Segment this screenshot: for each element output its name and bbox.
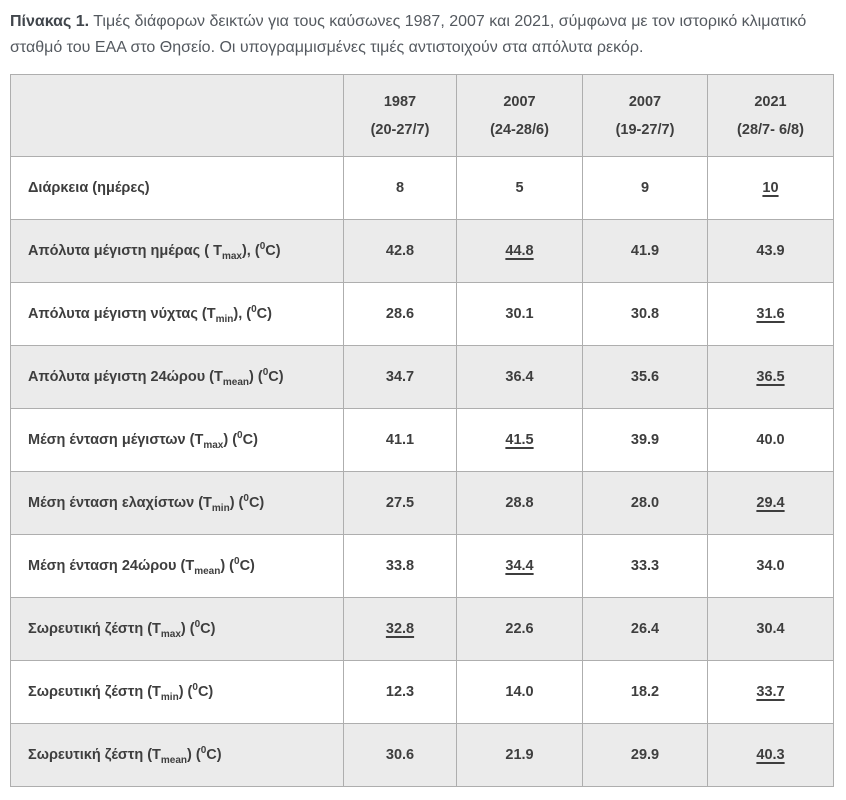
cell-value: 14.0 [456,660,583,724]
column-dates: (24-28/6) [490,121,549,138]
cell-value: 5 [456,156,583,220]
column-dates: (20-27/7) [370,121,430,138]
cell-value: 29.9 [582,723,708,787]
column-header: 1987 (20-27/7) [343,74,457,157]
cell-value: 40.3 [707,723,834,787]
cell-value: 41.5 [456,408,583,472]
cell-value: 8 [343,156,457,220]
record-value: 40.3 [756,747,785,763]
cell-value: 28.6 [343,282,457,346]
row-label: Σωρευτική ζέστη (Tmax) (0C) [10,597,344,661]
cell-value: 32.8 [343,597,457,661]
cell-value: 41.9 [582,219,708,283]
row-label: Σωρευτική ζέστη (Tmin) (0C) [10,660,344,724]
record-value: 29.4 [756,495,785,511]
table-row: Απόλυτα μέγιστη 24ώρου (Tmean) (0C) 34.7 3… [10,345,834,409]
cell-value: 28.0 [582,471,708,535]
cell-value: 43.9 [707,219,834,283]
table-row: Απόλυτα μέγιστη ημέρας ( Tmax), (0C) 42.8… [10,219,834,283]
column-year: 2021 [754,93,787,110]
cell-value: 30.4 [707,597,834,661]
table-row: Σωρευτική ζέστη (Tmean) (0C) 30.6 21.9 29.9… [10,723,834,787]
row-label: Απόλυτα μέγιστη ημέρας ( Tmax), (0C) [10,219,344,283]
table-row: Μέση ένταση μέγιστων (Tmax) (0C) 41.1 41.5… [10,408,834,472]
cell-value: 27.5 [343,471,457,535]
header-row: 1987 (20-27/7) 2007 (24-28/6) 2007 (19-27/7) 2… [10,74,834,157]
table-row: Μέση ένταση 24ώρου (Tmean) (0C) 33.8 34.4 3… [10,534,834,598]
column-dates: (28/7- 6/8) [737,121,804,138]
cell-value: 39.9 [582,408,708,472]
heatwave-indices-table: 1987 (20-27/7) 2007 (24-28/6) 2007 (19-27/7) 2… [10,74,834,787]
cell-value: 33.8 [343,534,457,598]
cell-value: 29.4 [707,471,834,535]
cell-value: 30.1 [456,282,583,346]
table-caption: Πίνακας 1. Τιμές διάφορων δεικτών για το… [10,9,836,61]
cell-value: 34.4 [456,534,583,598]
column-dates: (19-27/7) [615,121,675,138]
column-header: 2007 (24-28/6) [456,74,583,157]
cell-value: 42.8 [343,219,457,283]
column-year: 1987 [383,93,417,110]
cell-value: 21.9 [456,723,583,787]
record-value: 36.5 [756,369,785,385]
caption-label: Πίνακας 1. [10,13,90,30]
cell-value: 35.6 [582,345,708,409]
table-row: Διάρκεια (ημέρες) 8 5 9 10 [10,156,834,220]
record-value: 44.8 [505,243,534,259]
row-label: Απόλυτα μέγιστη 24ώρου (Tmean) (0C) [10,345,344,409]
cell-value: 33.3 [582,534,708,598]
cell-value: 26.4 [582,597,708,661]
column-year: 2007 [628,93,662,110]
cell-value: 33.7 [707,660,834,724]
cell-value: 22.6 [456,597,583,661]
record-value: 34.4 [505,558,534,574]
record-value: 10 [762,180,779,196]
record-value: 32.8 [385,621,415,637]
cell-value: 41.1 [343,408,457,472]
cell-value: 28.8 [456,471,583,535]
row-label: Μέση ένταση μέγιστων (Tmax) (0C) [10,408,344,472]
cell-value: 36.4 [456,345,583,409]
record-value: 31.6 [756,306,785,322]
column-header: 2007 (19-27/7) [582,74,708,157]
column-header: 2021 (28/7- 6/8) [707,74,834,157]
cell-value: 44.8 [456,219,583,283]
cell-value: 30.8 [582,282,708,346]
caption-text: Τιμές διάφορων δεικτών για τους καύσωνες… [10,13,807,56]
cell-value: 34.7 [343,345,457,409]
column-year: 2007 [503,93,536,110]
cell-value: 9 [582,156,708,220]
table-row: Σωρευτική ζέστη (Tmax) (0C) 32.8 22.6 26.4 3… [10,597,834,661]
row-label: Απόλυτα μέγιστη νύχτας (Tmin), (0C) [10,282,344,346]
table-row: Σωρευτική ζέστη (Tmin) (0C) 12.3 14.0 18.2 3… [10,660,834,724]
table-row: Μέση ένταση ελαχίστων (Tmin) (0C) 27.5 28.… [10,471,834,535]
row-label: Μέση ένταση ελαχίστων (Tmin) (0C) [10,471,344,535]
cell-value: 18.2 [582,660,708,724]
row-label: Σωρευτική ζέστη (Tmean) (0C) [10,723,344,787]
cell-value: 40.0 [707,408,834,472]
cell-value: 36.5 [707,345,834,409]
cell-value: 34.0 [707,534,834,598]
cell-value: 30.6 [343,723,457,787]
row-label: Διάρκεια (ημέρες) [10,156,344,220]
record-value: 33.7 [756,684,785,700]
row-label: Μέση ένταση 24ώρου (Tmean) (0C) [10,534,344,598]
cell-value: 12.3 [343,660,457,724]
column-header-empty [10,74,344,157]
record-value: 41.5 [505,432,534,448]
table-row: Απόλυτα μέγιστη νύχτας (Tmin), (0C) 28.6 3… [10,282,834,346]
cell-value: 10 [707,156,834,220]
cell-value: 31.6 [707,282,834,346]
